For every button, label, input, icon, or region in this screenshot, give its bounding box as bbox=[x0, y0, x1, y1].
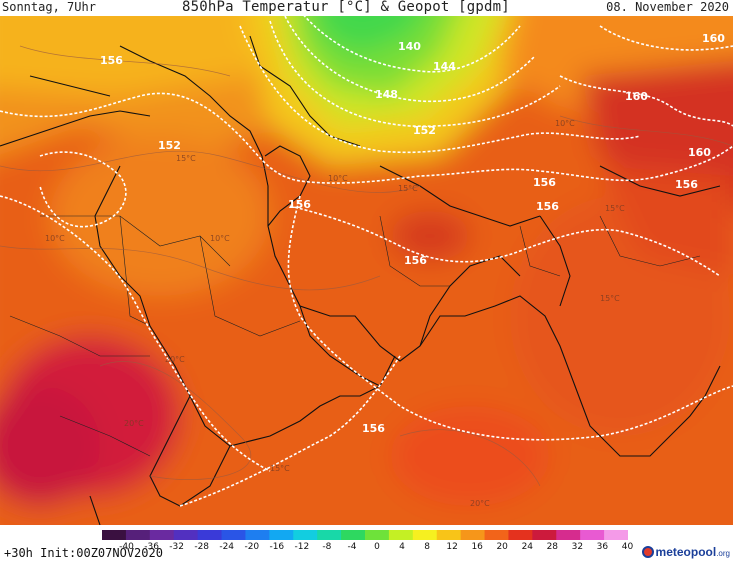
scale-swatch bbox=[556, 530, 581, 540]
contour-label-152b: 152 bbox=[158, 139, 181, 152]
contour-label-160b: 160 bbox=[702, 32, 725, 45]
scale-tick: 16 bbox=[471, 542, 483, 552]
contour-label-144: 144 bbox=[433, 60, 456, 73]
scale-tick: 40 bbox=[621, 542, 634, 552]
isotherm-label: 15°C bbox=[600, 294, 620, 303]
scale-swatch bbox=[460, 530, 486, 540]
isotherm-label: 10°C bbox=[45, 234, 65, 243]
scale-tick: 12 bbox=[446, 542, 458, 552]
scale-swatch bbox=[317, 530, 342, 540]
contour-label-156a: 156 bbox=[100, 54, 123, 67]
temperature-isotherms bbox=[0, 45, 733, 487]
isotherm-label: 15°C bbox=[398, 184, 418, 193]
isotherm-label: 10°C bbox=[210, 234, 230, 243]
scale-swatch bbox=[245, 530, 270, 540]
isotherm-value-labels: 10°C 10°C 15°C 10°C 15°C 15°C 20°C 20°C … bbox=[45, 119, 625, 508]
isotherm-label: 15°C bbox=[605, 204, 625, 213]
scale-swatch bbox=[341, 530, 366, 540]
scale-swatch bbox=[221, 530, 247, 540]
scale-tick: -40 bbox=[119, 542, 134, 552]
scale-swatch bbox=[365, 530, 390, 540]
scale-swatch bbox=[197, 530, 223, 540]
scale-swatch bbox=[508, 530, 533, 540]
isotherm-label: 20°C bbox=[165, 355, 185, 364]
scale-tick: 32 bbox=[571, 542, 584, 552]
scale-tick: -20 bbox=[244, 542, 260, 552]
temperature-field bbox=[0, 16, 733, 525]
scale-swatch bbox=[149, 530, 175, 540]
legend-footer: -40 -36 -32 -28 -24 -20 -16 -12 -8 -4 0 4 8 12 16 20 24 2… bbox=[0, 525, 733, 566]
contour-label-156b: 156 bbox=[288, 198, 311, 211]
isotherm-label: 20°C bbox=[124, 419, 144, 428]
scale-tick: -12 bbox=[294, 542, 310, 552]
contour-label-156c: 156 bbox=[404, 254, 427, 267]
scale-tick: 28 bbox=[546, 542, 559, 552]
scale-swatch bbox=[269, 530, 294, 540]
forecast-day-label: Sonntag, 7Uhr bbox=[2, 0, 96, 14]
chart-title: 850hPa Temperatur [°C] & Geopot [gpdm] bbox=[182, 0, 510, 15]
temperature-color-scale bbox=[102, 530, 628, 540]
contour-label-156f: 156 bbox=[536, 200, 559, 213]
contour-label-160a: 160 bbox=[625, 90, 648, 103]
isotherm-label: 10°C bbox=[328, 174, 348, 183]
scale-tick: 8 bbox=[424, 542, 430, 552]
scale-swatch bbox=[532, 530, 557, 540]
meteopool-logo[interactable]: meteopool.org bbox=[641, 545, 730, 559]
scale-tick: -36 bbox=[144, 542, 159, 552]
isotherm-label: 10°C bbox=[555, 119, 575, 128]
scale-tick: 20 bbox=[496, 542, 508, 552]
scale-tick: 24 bbox=[521, 542, 534, 552]
scale-swatch bbox=[293, 530, 318, 540]
chart-header: Sonntag, 7Uhr 850hPa Temperatur [°C] & G… bbox=[0, 0, 733, 16]
contour-label-156d: 156 bbox=[362, 422, 385, 435]
scale-swatch bbox=[604, 530, 628, 540]
contour-label-152: 152 bbox=[413, 124, 436, 137]
scale-tick-labels: -40 -36 -32 -28 -24 -20 -16 -12 -8 -4 0 4 8 12 16 20 24 2… bbox=[102, 542, 633, 554]
isotherm-label: 15°C bbox=[270, 464, 290, 473]
logo-icon bbox=[641, 546, 654, 558]
scale-swatch bbox=[580, 530, 605, 540]
scale-swatch bbox=[173, 530, 199, 540]
run-info-label: +30h Init:00Z07NOV2020 bbox=[4, 546, 163, 560]
scale-swatch bbox=[388, 530, 414, 540]
scale-swatch bbox=[125, 530, 151, 540]
isotherm-label: 20°C bbox=[470, 499, 490, 508]
scale-tick: 0 bbox=[374, 542, 380, 552]
scale-tick: 4 bbox=[399, 542, 405, 552]
valid-date-label: 08. November 2020 bbox=[606, 0, 729, 14]
contour-label-160c: 160 bbox=[688, 146, 711, 159]
scale-tick: -28 bbox=[194, 542, 210, 552]
scale-tick: -4 bbox=[347, 542, 357, 552]
scale-swatch bbox=[484, 530, 510, 540]
scale-tick: -32 bbox=[169, 542, 184, 552]
geopotential-contours bbox=[0, 16, 733, 507]
contour-label-156e: 156 bbox=[533, 176, 556, 189]
scale-tick: -16 bbox=[269, 542, 285, 552]
scale-swatch bbox=[102, 530, 127, 540]
weather-map: 140 144 148 152 152 156 156 156 156 156 … bbox=[0, 16, 733, 525]
contour-value-labels: 140 144 148 152 152 156 156 156 156 156 … bbox=[100, 32, 725, 435]
scale-tick: 36 bbox=[596, 542, 609, 552]
scale-tick: -24 bbox=[219, 542, 235, 552]
scale-tick: -8 bbox=[322, 542, 332, 552]
contour-label-140: 140 bbox=[398, 40, 421, 53]
isotherm-label: 15°C bbox=[176, 154, 196, 163]
scale-swatch bbox=[436, 530, 462, 540]
scale-swatch bbox=[412, 530, 438, 540]
contour-label-148: 148 bbox=[375, 88, 398, 101]
contour-label-156g: 156 bbox=[675, 178, 698, 191]
